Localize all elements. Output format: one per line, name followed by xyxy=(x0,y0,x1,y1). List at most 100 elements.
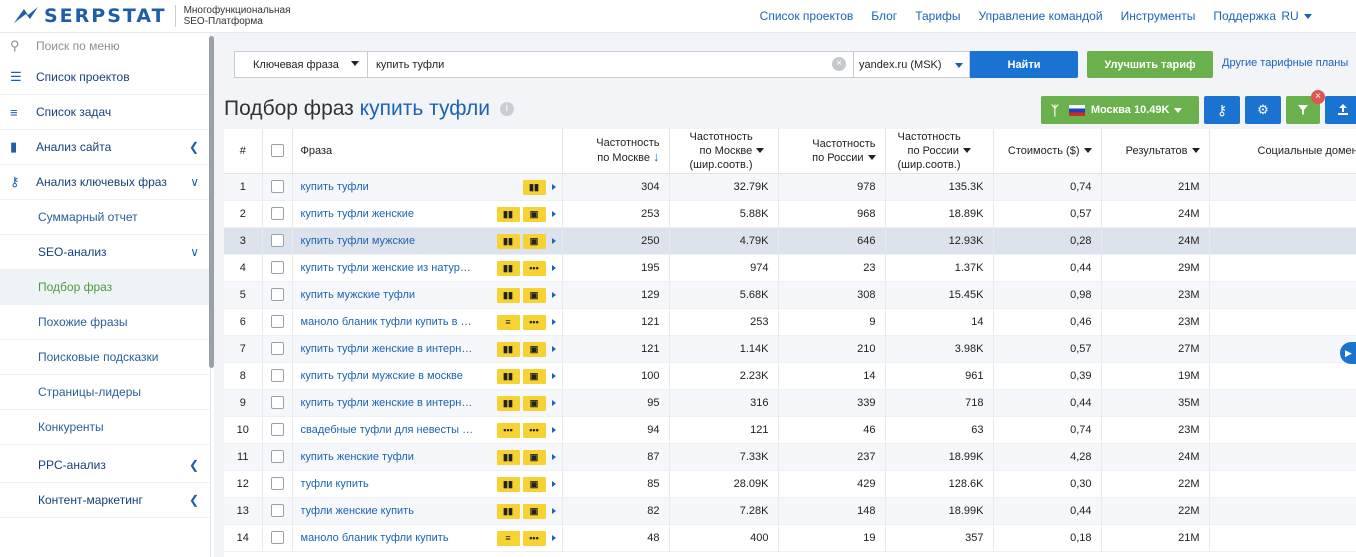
row-checkbox[interactable] xyxy=(270,315,284,328)
col-freq-msk-header[interactable]: Частотность по Москве ↓ xyxy=(562,129,670,174)
phrase-link[interactable]: купить туфли женские в интернет магазине… xyxy=(300,396,475,409)
serp-feature-chat-icon[interactable]: ▮▮ xyxy=(496,503,520,519)
search-input[interactable] xyxy=(368,51,854,78)
row-checkbox[interactable] xyxy=(270,477,284,490)
phrase-link[interactable]: купить туфли мужские в москве xyxy=(300,369,463,382)
serp-feature-chat-icon[interactable]: ▮▮ xyxy=(496,206,520,222)
upgrade-button[interactable]: Улучшить тариф xyxy=(1087,51,1213,78)
row-checkbox[interactable] xyxy=(270,396,284,409)
col-freq-ru-broad-header[interactable]: Частотность по России (шир.соотв.) xyxy=(885,129,994,174)
table-row[interactable]: 11 купить женские туфли ▮▮ ▣ 87 7.33K 237 18.99… xyxy=(224,443,1356,471)
chevron-right-icon[interactable] xyxy=(551,211,556,217)
clear-icon[interactable]: × xyxy=(832,57,846,71)
row-checkbox[interactable] xyxy=(270,288,284,301)
serp-feature-chat-icon[interactable]: ▮▮ xyxy=(496,260,520,276)
serp-feature-dots-icon[interactable]: ▪▪▪ xyxy=(496,422,520,438)
table-row[interactable]: 13 туфли женские купить ▮▮ ▣ 82 7.28K 148 18.99… xyxy=(224,497,1356,525)
settings-button[interactable]: ⚙ xyxy=(1245,96,1281,124)
col-freq-ru-header[interactable]: Частотность по России xyxy=(778,129,886,174)
chevron-right-icon[interactable] xyxy=(551,427,556,433)
phrase-link[interactable]: купить туфли женские из натуральной кожи xyxy=(300,261,475,274)
serp-feature-shop-icon[interactable]: ▣ xyxy=(522,341,546,357)
row-checkbox[interactable] xyxy=(270,423,284,436)
nav-blog[interactable]: Блог xyxy=(871,9,898,23)
chevron-right-icon[interactable] xyxy=(551,292,556,298)
serp-feature-shop-icon[interactable]: ▣ xyxy=(522,503,546,519)
table-row[interactable]: 9 купить туфли женские в интернет магазин… xyxy=(224,389,1356,417)
sidebar-item-similar-phrases[interactable]: Похожие фразы xyxy=(0,305,211,340)
nav-pricing[interactable]: Тарифы xyxy=(915,9,961,23)
phrase-link[interactable]: купить мужские туфли xyxy=(300,288,416,301)
serp-feature-more-icon[interactable]: ••• xyxy=(522,422,546,438)
sidebar-item-seo-analysis[interactable]: SEO-анализ ∨ xyxy=(0,235,211,270)
chevron-right-icon[interactable] xyxy=(551,481,556,487)
sidebar-search[interactable]: ⚲ Поиск по меню xyxy=(0,33,211,59)
serp-feature-shop-icon[interactable]: ▣ xyxy=(522,233,546,249)
chevron-right-icon[interactable] xyxy=(551,535,556,541)
phrase-link[interactable]: туфли купить xyxy=(300,477,369,490)
serp-feature-chat-icon[interactable]: ▮▮ xyxy=(522,179,546,195)
chevron-right-icon[interactable] xyxy=(551,319,556,325)
table-row[interactable]: 5 купить мужские туфли ▮▮ ▣ 129 5.68K 308 15.45… xyxy=(224,281,1356,309)
phrase-link[interactable]: купить туфли xyxy=(300,180,369,193)
serp-feature-shop-icon[interactable]: ▣ xyxy=(522,206,546,222)
table-row[interactable]: 4 купить туфли женские из натуральной кож… xyxy=(224,254,1356,282)
chevron-right-icon[interactable] xyxy=(551,373,556,379)
close-icon[interactable]: × xyxy=(1311,90,1325,104)
chevron-right-icon[interactable] xyxy=(551,400,556,406)
serp-feature-chat-icon[interactable]: ▮▮ xyxy=(496,233,520,249)
export-button[interactable] xyxy=(1325,96,1356,124)
logo[interactable]: SERPSTAT Многофункциональная SEO-Платфор… xyxy=(14,5,291,27)
table-row[interactable]: 1 купить туфли ▮▮ 304 32.79K 978 135.3K 0,74 21M xyxy=(224,173,1356,201)
row-checkbox[interactable] xyxy=(270,261,284,274)
sidebar-item-summary[interactable]: Суммарный отчет xyxy=(0,200,211,235)
sidebar-item-site-analysis[interactable]: ▮ Анализ сайта ❮ xyxy=(0,130,211,165)
phrase-link[interactable]: маноло бланик туфли купить в москве xyxy=(300,315,475,328)
table-row[interactable]: 2 купить туфли женские ▮▮ ▣ 253 5.88K 968 18.89… xyxy=(224,200,1356,228)
sidebar-item-content-marketing[interactable]: Контент-маркетинг ❮ xyxy=(0,483,211,518)
serp-feature-chat-icon[interactable]: ▮▮ xyxy=(496,368,520,384)
row-checkbox[interactable] xyxy=(270,450,284,463)
row-checkbox[interactable] xyxy=(270,531,284,544)
row-checkbox[interactable] xyxy=(270,207,284,220)
serp-feature-more-icon[interactable]: ••• xyxy=(522,260,546,276)
key-button[interactable]: ⚷ xyxy=(1204,96,1240,124)
sidebar-item-phrase-selection[interactable]: Подбор фраз xyxy=(0,270,211,305)
other-plans-link[interactable]: Другие тарифные планы xyxy=(1222,57,1349,69)
phrase-link[interactable]: купить женские туфли xyxy=(300,450,414,463)
serp-feature-chat-icon[interactable]: ▮▮ xyxy=(496,287,520,303)
serp-feature-chat-icon[interactable]: ▮▮ xyxy=(496,449,520,465)
serp-feature-shop-icon[interactable]: ▣ xyxy=(522,287,546,303)
phrase-link[interactable]: маноло бланик туфли купить xyxy=(300,531,449,544)
chevron-right-icon[interactable] xyxy=(551,346,556,352)
region-select[interactable]: ᛉ Москва 10.49K xyxy=(1041,96,1199,124)
filter-button[interactable]: × xyxy=(1286,90,1325,124)
table-row[interactable]: 8 купить туфли мужские в москве ▮▮ ▣ 100 2.23… xyxy=(224,362,1356,390)
col-social-header[interactable]: Социальные домены xyxy=(1209,129,1356,174)
database-select[interactable]: yandex.ru (MSK) xyxy=(854,51,970,78)
phrase-link[interactable]: свадебные туфли для невесты купить xyxy=(300,423,475,436)
sidebar-item-tasks[interactable]: ≡ Список задач xyxy=(0,95,211,130)
serp-feature-more-icon[interactable]: ••• xyxy=(522,314,546,330)
sidebar-item-search-suggestions[interactable]: Поисковые подсказки xyxy=(0,340,211,375)
sidebar-scrollbar[interactable] xyxy=(209,36,214,368)
serp-feature-shop-icon[interactable]: ▣ xyxy=(522,368,546,384)
table-row[interactable]: 6 маноло бланик туфли купить в москве ≡•••… xyxy=(224,308,1356,336)
chevron-right-icon[interactable] xyxy=(551,265,556,271)
serp-feature-text-icon[interactable]: ≡ xyxy=(496,314,520,330)
phrase-link[interactable]: туфли женские купить xyxy=(300,504,414,517)
row-checkbox[interactable] xyxy=(270,180,284,193)
table-row[interactable]: 7 купить туфли женские в интернет магазин… xyxy=(224,335,1356,363)
table-row[interactable]: 12 туфли купить ▮▮ ▣ 85 28.09K 429 128.6K 0,30 22… xyxy=(224,470,1356,498)
select-all-checkbox[interactable] xyxy=(270,144,284,158)
nav-support[interactable]: Поддержка xyxy=(1213,9,1276,23)
row-checkbox[interactable] xyxy=(270,342,284,355)
col-cost-header[interactable]: Стоимость ($) xyxy=(993,129,1102,174)
col-phrase-header[interactable]: Фраза xyxy=(292,129,563,174)
chevron-right-icon[interactable] xyxy=(551,508,556,514)
nav-projects[interactable]: Список проектов xyxy=(759,9,854,23)
serp-feature-shop-icon[interactable]: ▣ xyxy=(522,395,546,411)
table-row[interactable]: 10 свадебные туфли для невесты купить ▪▪▪•… xyxy=(224,416,1356,444)
row-checkbox[interactable] xyxy=(270,504,284,517)
table-row[interactable]: 14 маноло бланик туфли купить ≡ ••• 48 400 19 3… xyxy=(224,524,1356,552)
